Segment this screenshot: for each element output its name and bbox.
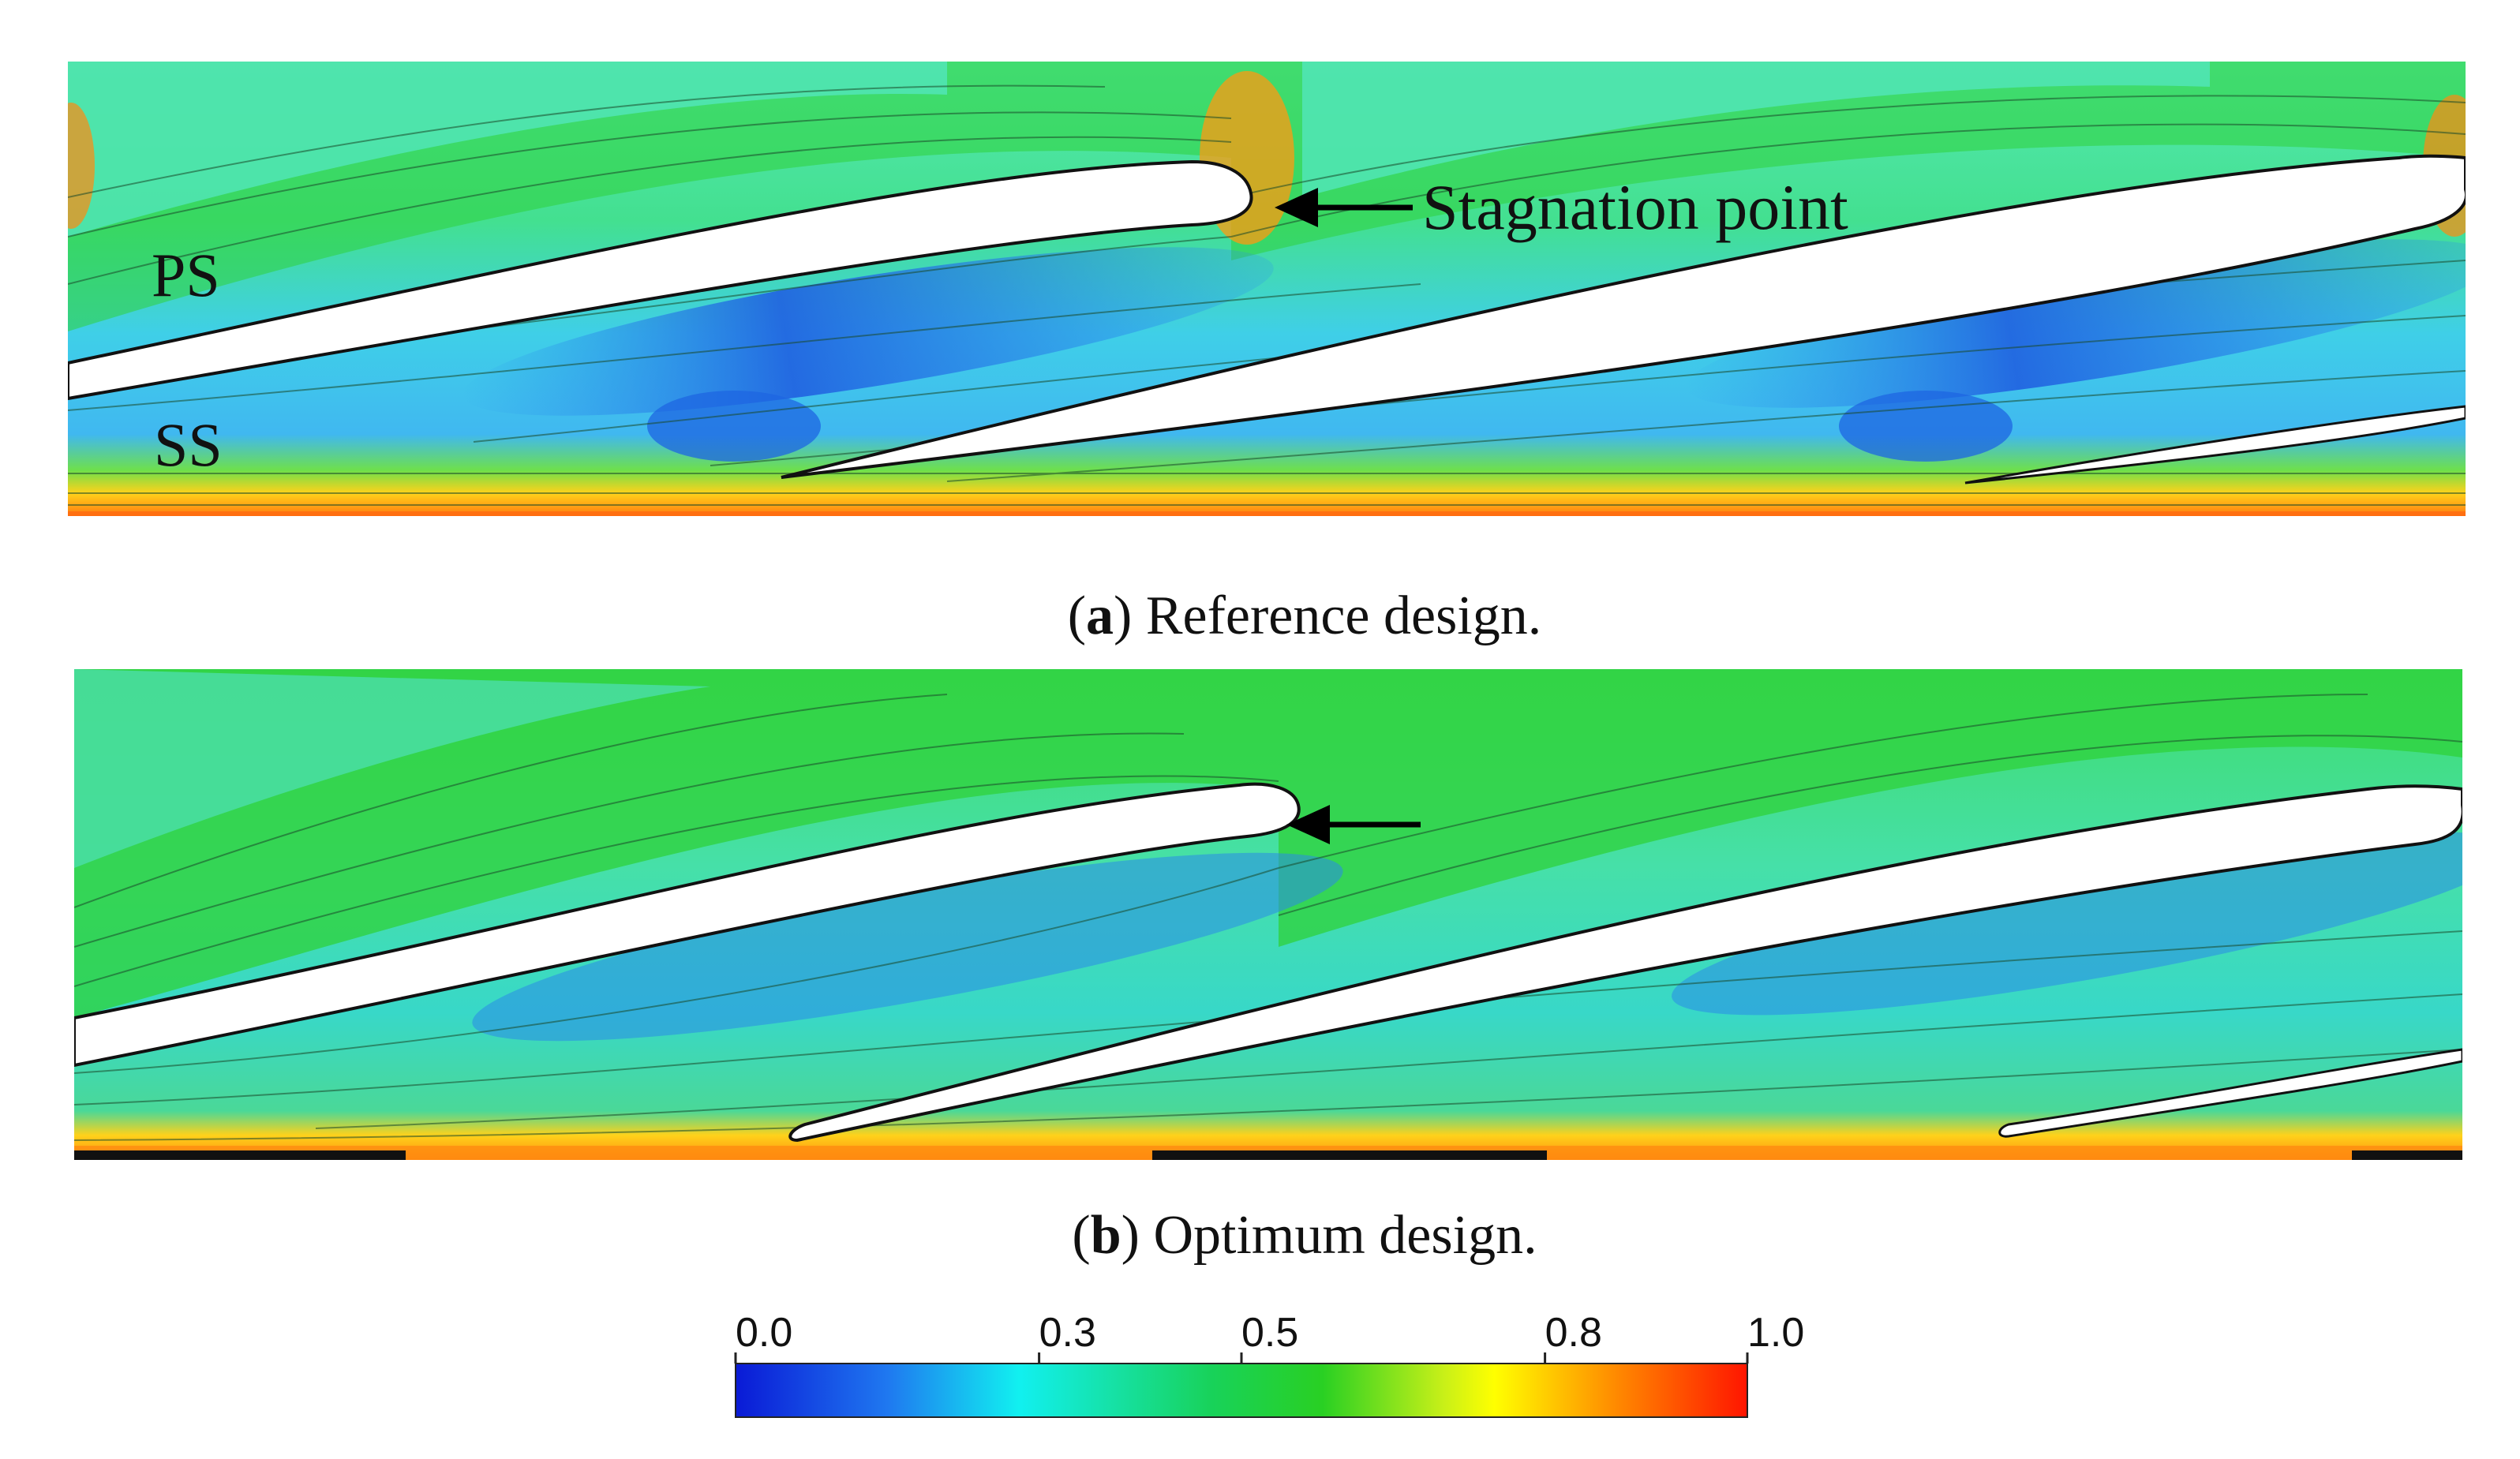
- colorbar-tick-label: 0.0: [736, 1310, 792, 1356]
- stagnation-arrow-a: [1275, 188, 1413, 227]
- colorbar-tick-label: 0.8: [1545, 1310, 1602, 1356]
- stagnation-point-label: Stagnation point: [1422, 171, 1848, 243]
- caption-b: (b) Optimum design.: [1072, 1205, 1537, 1266]
- caption-b-open-paren: (: [1072, 1205, 1090, 1266]
- stagnation-arrow-b: [1286, 805, 1421, 844]
- caption-a-letter: a: [1086, 585, 1114, 646]
- suction-side-label: SS: [154, 410, 223, 479]
- panel-b-contour-plot: [74, 669, 2462, 1160]
- colorbar-tick-label: 1.0: [1747, 1310, 1804, 1356]
- pressure-side-label: PS: [152, 241, 220, 309]
- colorbar-gradient: [735, 1363, 1748, 1418]
- caption-a-open-paren: (: [1068, 585, 1086, 646]
- colorbar-tick-label: 0.5: [1241, 1310, 1298, 1356]
- panel-a-contour-plot: [68, 62, 2466, 516]
- colorbar: 0.0 0.3 0.5 0.8 1.0: [734, 1310, 1804, 1418]
- caption-a: (a) Reference design.: [1068, 585, 1542, 646]
- colorbar-tick-label: 0.3: [1039, 1310, 1096, 1356]
- caption-b-text: ) Optimum design.: [1121, 1205, 1537, 1266]
- caption-a-text: ) Reference design.: [1114, 585, 1541, 646]
- colorbar-ticks: 0.0 0.3 0.5 0.8 1.0: [734, 1310, 1804, 1364]
- caption-b-letter: b: [1091, 1205, 1121, 1266]
